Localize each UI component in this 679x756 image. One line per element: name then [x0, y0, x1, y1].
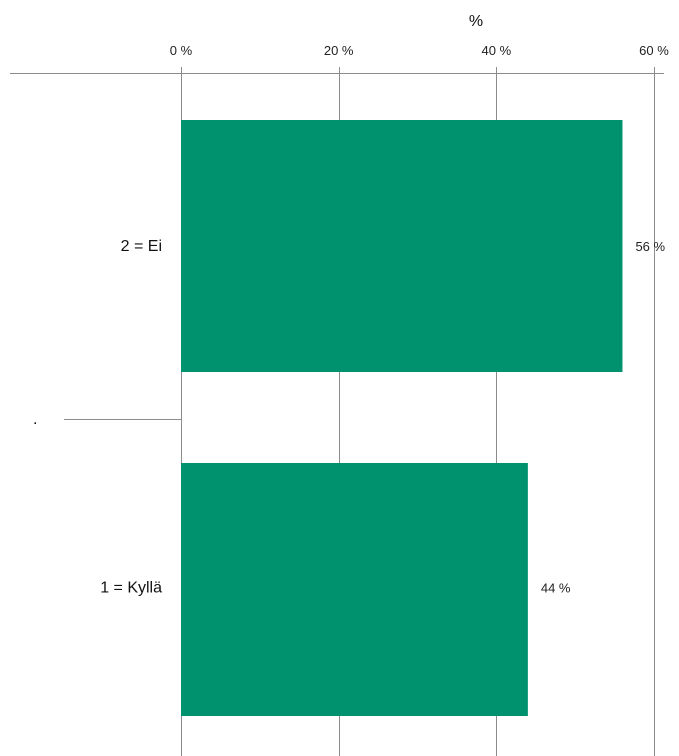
- bar: [181, 120, 623, 372]
- category-label: 1 = Kyllä: [100, 580, 162, 597]
- x-tick-label: 40 %: [482, 43, 512, 58]
- x-tick-label: 0 %: [170, 43, 193, 58]
- bar: [181, 463, 528, 716]
- bars: [181, 120, 623, 716]
- x-tick-label: 60 %: [639, 43, 669, 58]
- x-tick-label: 20 %: [324, 43, 354, 58]
- labels: 0 % 20 % 40 % 60 % 2 = Ei 56 % 1 = Kyllä 44 %: [100, 43, 669, 597]
- stray-dot: .: [33, 411, 37, 428]
- value-label: 44 %: [541, 581, 571, 596]
- category-label: 2 = Ei: [121, 238, 162, 255]
- x-axis-title: %: [469, 13, 483, 30]
- value-label: 56 %: [635, 239, 665, 254]
